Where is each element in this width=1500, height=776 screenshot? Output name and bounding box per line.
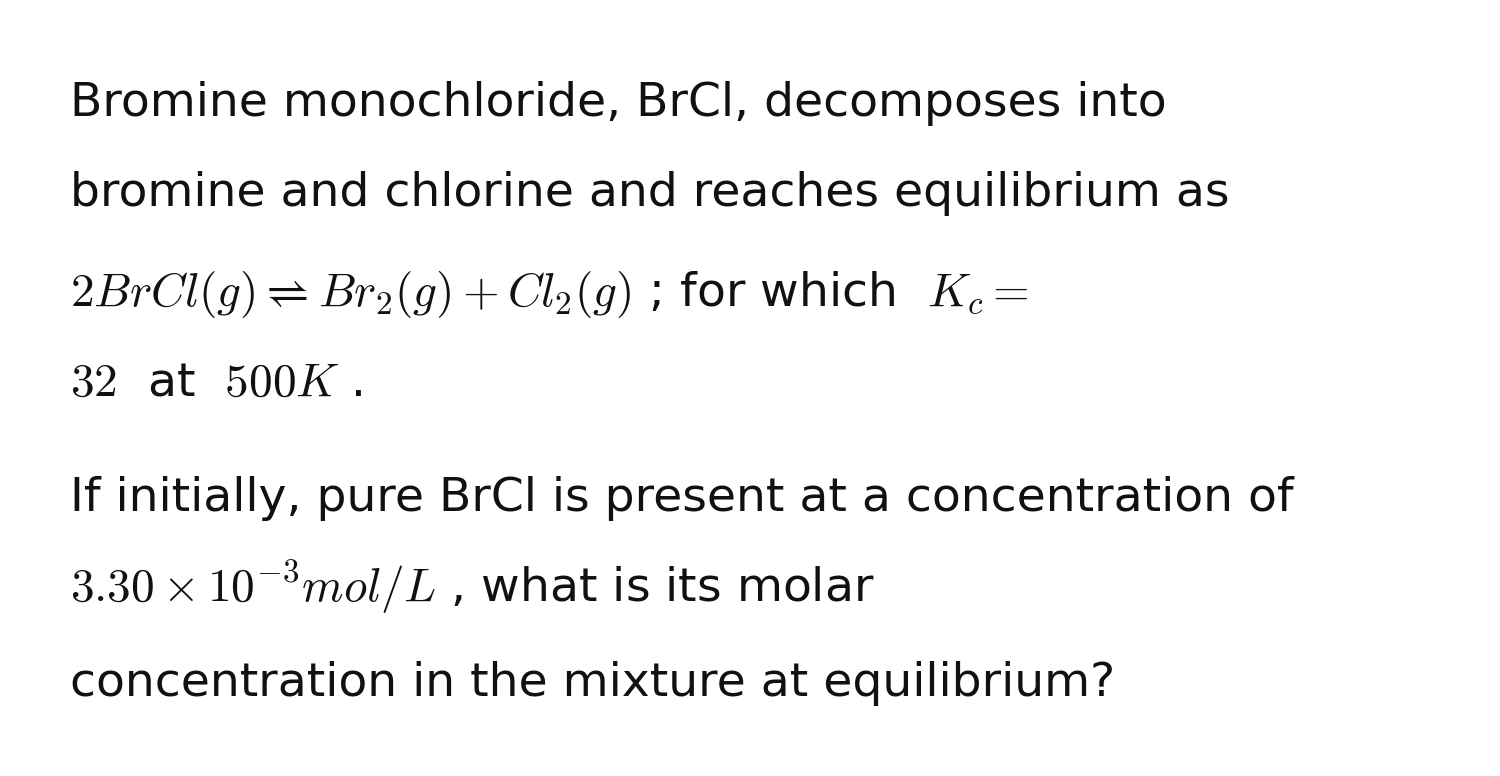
Text: bromine and chlorine and reaches equilibrium as: bromine and chlorine and reaches equilib…: [70, 171, 1230, 216]
Text: $3.30 \times 10^{-3}mol/L$ , what is its molar: $3.30 \times 10^{-3}mol/L$ , what is its…: [70, 558, 874, 615]
Text: concentration in the mixture at equilibrium?: concentration in the mixture at equilibr…: [70, 661, 1114, 706]
Text: $2BrCl(g) \rightleftharpoons Br_2(g) + Cl_2(g)$ ; for which  $K_c =$: $2BrCl(g) \rightleftharpoons Br_2(g) + C…: [70, 269, 1029, 320]
Text: $32$  at  $500K$ .: $32$ at $500K$ .: [70, 361, 363, 406]
Text: If initially, pure BrCl is present at a concentration of: If initially, pure BrCl is present at a …: [70, 476, 1293, 521]
Text: Bromine monochloride, BrCl, decomposes into: Bromine monochloride, BrCl, decomposes i…: [70, 81, 1167, 126]
